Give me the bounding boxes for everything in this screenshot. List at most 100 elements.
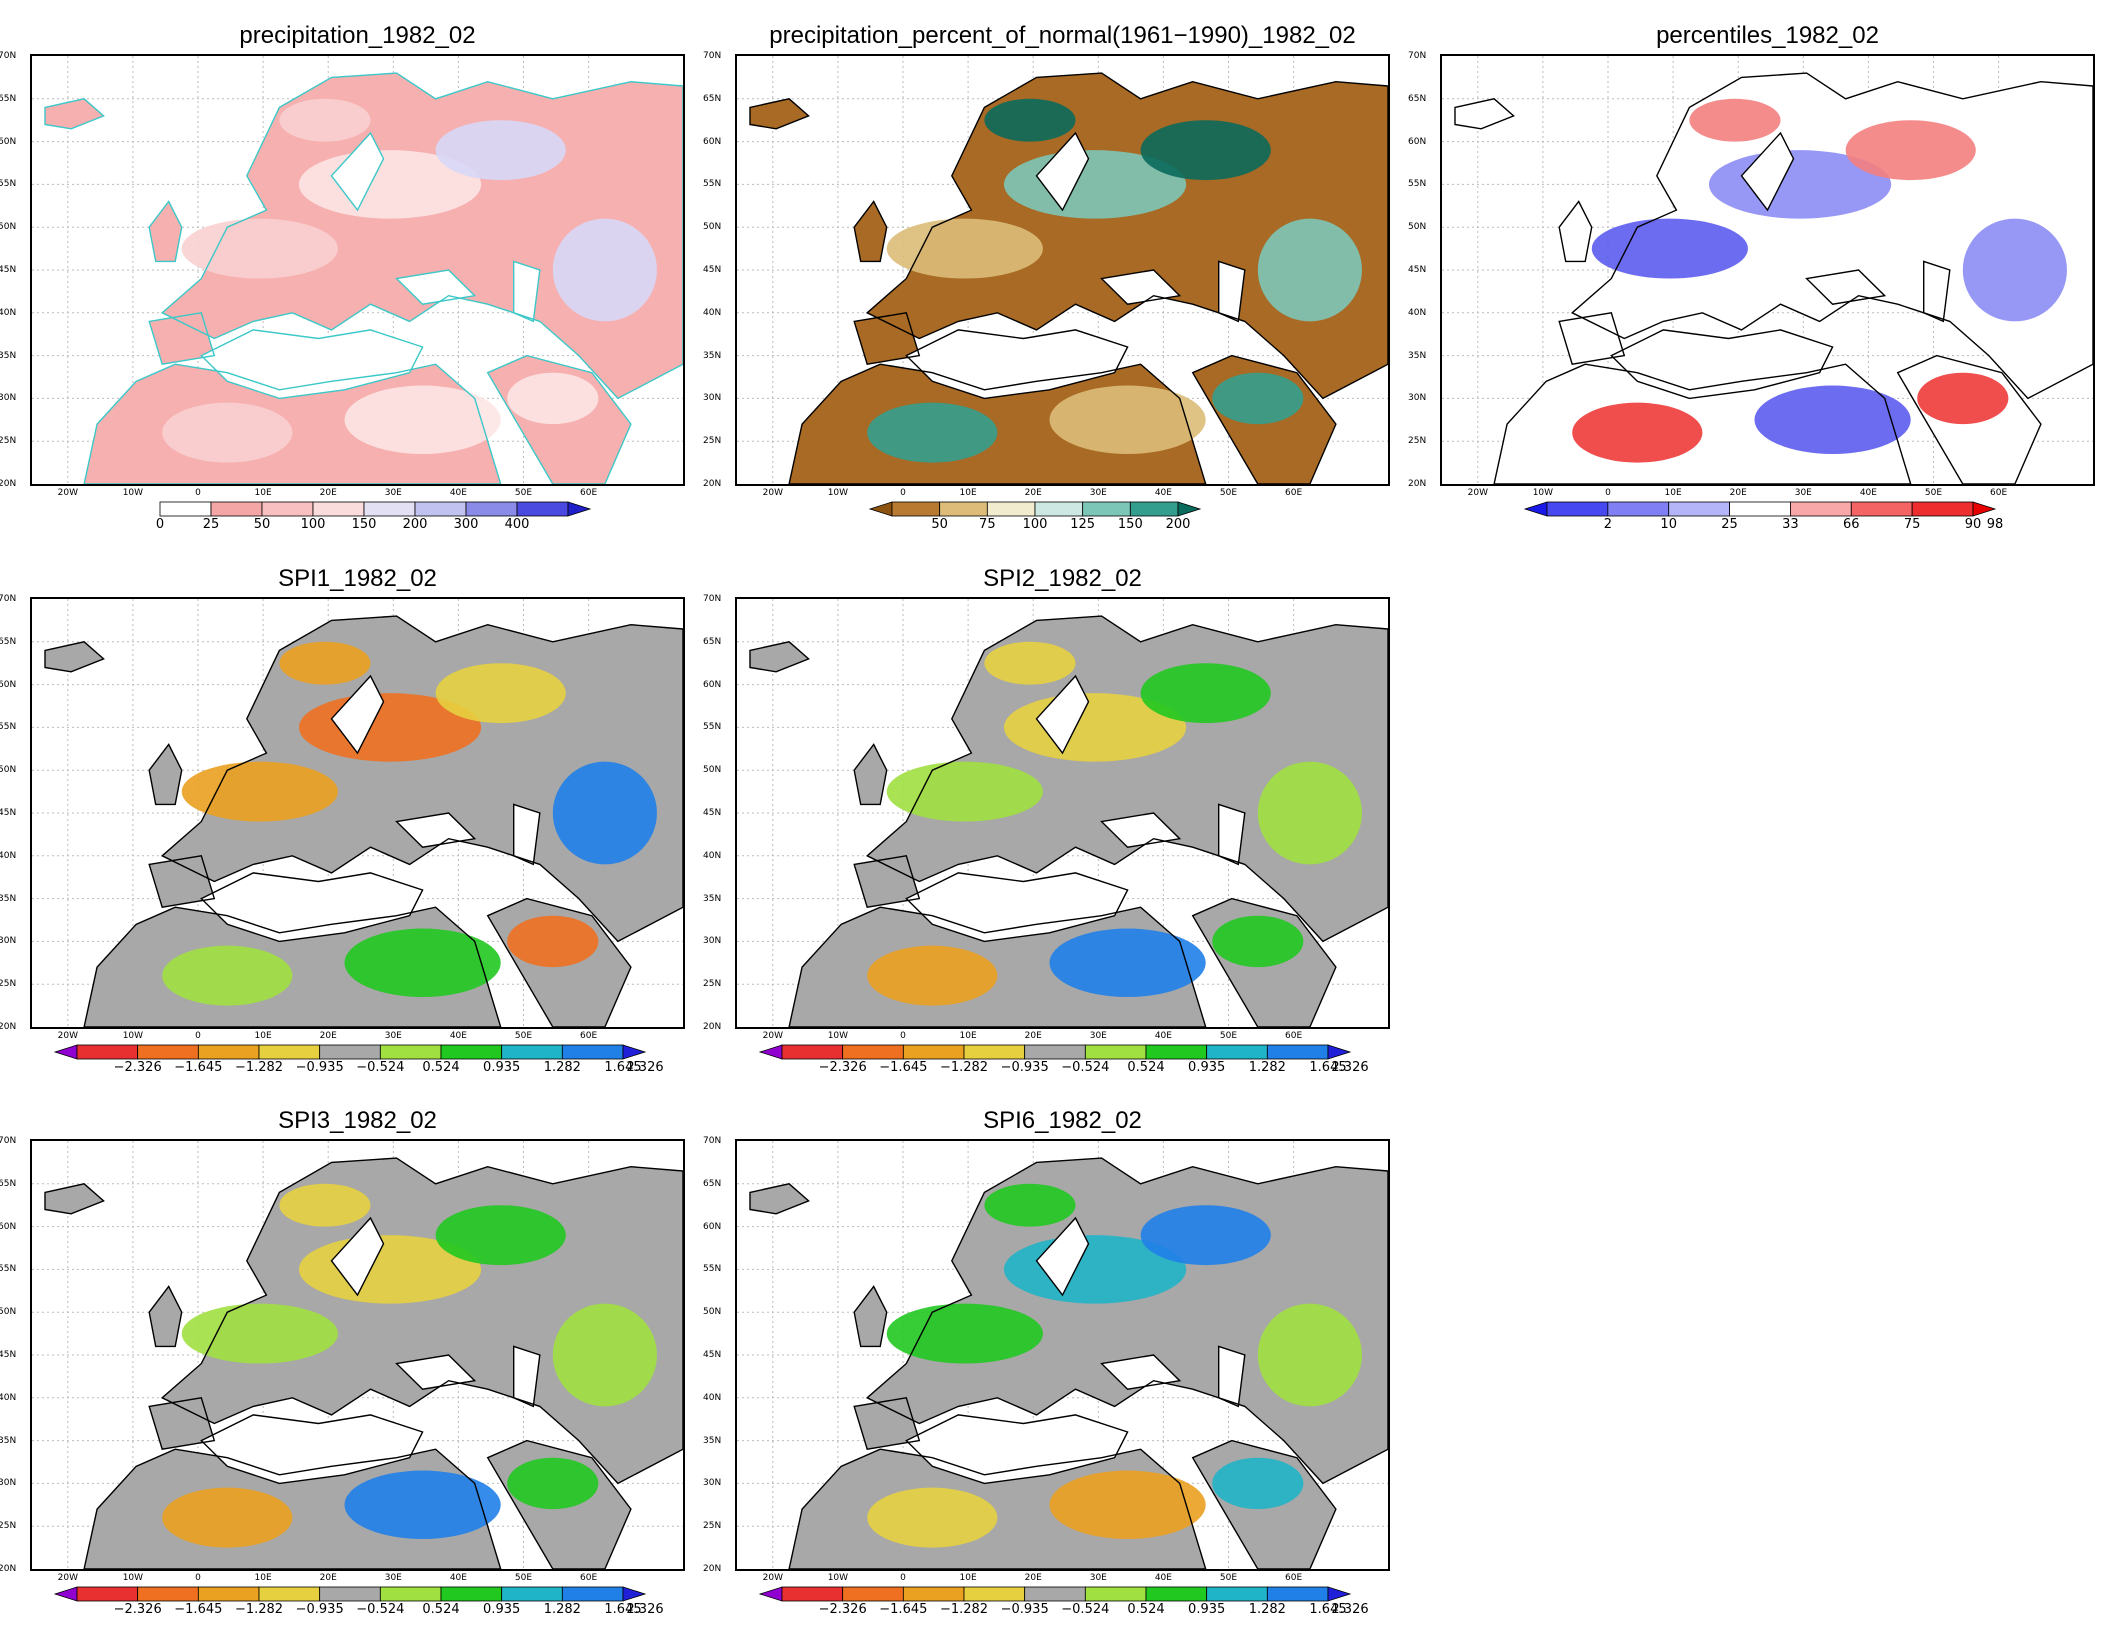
colorbar-tick-label: 1.645 — [1309, 1602, 1347, 1617]
colorbar-tick-label: 1.282 — [1248, 1060, 1286, 1075]
coastline — [1570, 72, 2093, 400]
longitude-label: 60E — [1285, 488, 1303, 498]
longitude-label: 10W — [827, 488, 849, 498]
latitude-label: 55N — [703, 722, 722, 733]
colorbar-swatch — [210, 501, 263, 517]
map-frame — [30, 1139, 685, 1571]
colorbar-tick-label: 1.645 — [1309, 1060, 1347, 1075]
colorbar-swatch — [414, 501, 467, 517]
latitude-label: 40N — [1408, 307, 1427, 318]
anomaly-blob — [886, 761, 1043, 822]
colorbar-swatch — [516, 501, 569, 517]
longitude-label: 0 — [195, 1031, 201, 1041]
longitude-label: 20E — [319, 1573, 337, 1583]
land-shading — [45, 98, 104, 129]
longitude-label: 0 — [195, 1573, 201, 1583]
colorbar-tick-label: 2.326 — [626, 1602, 664, 1617]
land-shading — [1455, 98, 1514, 129]
colorbar-tick-label: −2.326 — [818, 1602, 867, 1617]
map-frame — [1440, 54, 2095, 486]
coastline — [788, 906, 1207, 1027]
anomaly-blob — [867, 402, 998, 463]
longitude-label: 30E — [384, 1573, 402, 1583]
sea-area — [1923, 261, 1950, 322]
latitude-label: 70N — [0, 1136, 17, 1146]
anomaly-blob — [1212, 1457, 1304, 1510]
coastline — [395, 812, 477, 848]
land-shading — [149, 855, 215, 908]
colorbar-swatch — [137, 1586, 199, 1602]
anomaly-blob — [435, 663, 566, 724]
colorbar-swatch — [1729, 501, 1791, 517]
colorbar-swatch — [939, 501, 988, 517]
colorbar-tick-label: 0.524 — [422, 1602, 460, 1617]
colorbar-swatch — [1024, 1586, 1086, 1602]
longitude-label: 0 — [195, 488, 201, 498]
land-shading — [149, 1286, 182, 1347]
longitude-label: 30E — [384, 1031, 402, 1041]
map-field — [1442, 56, 2093, 484]
coastline — [395, 269, 477, 305]
colorbar-tick-label: −1.645 — [879, 1060, 928, 1075]
anomaly-blob — [1754, 385, 1911, 455]
coastline — [788, 363, 1207, 484]
colorbar-tick-label: 0.524 — [422, 1060, 460, 1075]
latitude-label: 20N — [0, 1564, 17, 1574]
colorbar-tick-label: −0.524 — [1061, 1602, 1110, 1617]
longitude-label: 50E — [514, 1031, 533, 1041]
latitude-label: 60N — [703, 136, 722, 147]
sea-area — [513, 1346, 540, 1407]
coastline — [44, 641, 105, 673]
longitude-label: 50E — [514, 488, 533, 498]
colorbar-tick-label: 0.935 — [1188, 1602, 1226, 1617]
colorbar-tick-label: 25 — [1721, 517, 1738, 532]
longitude-label: 40E — [1154, 1573, 1172, 1583]
latitude-label: 65N — [0, 1178, 17, 1189]
colorbar-swatch — [465, 501, 518, 517]
colorbar-swatch — [1668, 501, 1730, 517]
colorbar-tick-label: 1.282 — [543, 1602, 581, 1617]
latitude-label: 60N — [1408, 136, 1427, 147]
coastline — [330, 1216, 385, 1297]
latitude-label: 60N — [703, 679, 722, 690]
longitude-label: 30E — [1089, 1031, 1107, 1041]
coastline — [1610, 329, 1834, 400]
longitude-label: 60E — [580, 1573, 598, 1583]
latitude-label: 50N — [0, 222, 17, 233]
latitude-label: 50N — [1408, 222, 1427, 233]
colorbar-swatch — [440, 1044, 503, 1060]
longitude-label: 60E — [580, 1031, 598, 1041]
latitude-label: 25N — [703, 979, 722, 990]
coastline — [395, 1354, 477, 1390]
latitude-label: 30N — [703, 1478, 722, 1489]
anomaly-blob — [279, 641, 371, 685]
sea-area — [1101, 270, 1180, 305]
colorbar-arrow-right — [622, 1044, 647, 1060]
longitude-label: 40E — [1154, 1031, 1172, 1041]
latitude-label: 35N — [703, 893, 722, 904]
panel-spi1: SPI1_1982_02 70N 65N 60N 55N 50N 45N 40N 35N 30N 2… — [0, 565, 705, 1105]
latitude-label: 45N — [0, 1350, 17, 1360]
sea-area — [331, 133, 384, 211]
colorbar-swatch — [781, 1586, 844, 1602]
longitude-label: 10W — [122, 1031, 144, 1041]
latitude-label: 20N — [0, 1022, 17, 1032]
longitude-label: 10E — [254, 1031, 272, 1041]
colorbar-tick-label: 66 — [1843, 517, 1860, 532]
coastline — [513, 803, 541, 866]
latitude-label: 50N — [0, 765, 17, 776]
latitude-label: 35N — [0, 350, 17, 361]
latitude-label: 30N — [703, 393, 722, 404]
panel-spi2: SPI2_1982_02 70N 65N 60N 55N 50N 45N 40N 35N 30N 2… — [703, 565, 1410, 1105]
longitude-label: 10E — [959, 1031, 977, 1041]
anomaly-blob — [507, 915, 599, 968]
latitude-label: 70N — [703, 51, 722, 61]
colorbar-arrow-right — [567, 501, 592, 517]
colorbar-legend: 0 25 50 100 150 200 300 400 — [156, 501, 592, 536]
colorbar-swatch — [76, 1044, 139, 1060]
colorbar-swatch — [842, 1586, 904, 1602]
colorbar-tick-label: −2.326 — [113, 1602, 162, 1617]
sea-area — [201, 329, 423, 399]
colorbar-tick-label: −0.935 — [295, 1060, 344, 1075]
latitude-label: 65N — [703, 1178, 722, 1189]
